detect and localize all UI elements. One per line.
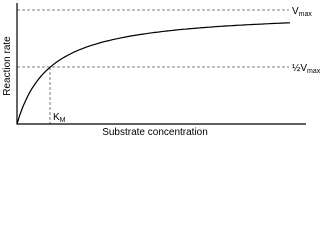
half-vmax-label: ½Vmax <box>292 63 321 75</box>
half-vmax-text: ½V <box>292 63 307 74</box>
curve <box>16 22 291 125</box>
km-sub: M <box>60 117 66 124</box>
vmax-text: V <box>292 6 299 17</box>
y-axis-title: Reaction rate <box>2 36 13 96</box>
km-label: KM <box>53 112 66 124</box>
half-vmax-sub: max <box>307 68 321 75</box>
diagram: Vmax ½Vmax KM Substrate concentration Re… <box>2 3 321 138</box>
vmax-sub: max <box>299 11 313 18</box>
axes <box>16 3 306 125</box>
km-text: K <box>53 112 60 123</box>
x-axis-title: Substrate concentration <box>102 127 208 138</box>
vmax-label: Vmax <box>292 6 312 18</box>
